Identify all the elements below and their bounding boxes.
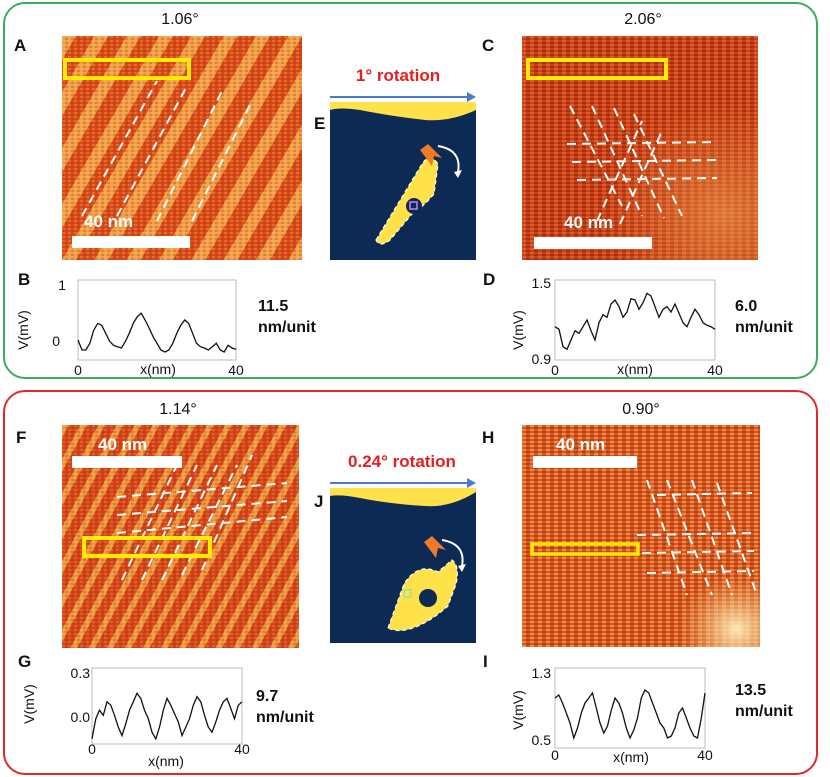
rotation-arrow-J bbox=[330, 482, 468, 484]
panel-label-G: G bbox=[18, 652, 32, 671]
angle-label-C: 2.06° bbox=[624, 11, 662, 28]
panel-label-A: A bbox=[14, 36, 27, 55]
highlight-box-A bbox=[63, 58, 191, 80]
stm-image-F: 40 nm bbox=[62, 425, 299, 648]
device-image-E bbox=[330, 102, 476, 260]
scale-bar-label-C: 40 nm bbox=[564, 213, 614, 232]
rotation-arrow-E bbox=[330, 96, 468, 98]
scale-bar-A bbox=[72, 236, 190, 248]
panel-label-H: H bbox=[482, 428, 495, 447]
x-tick-right-B: 40 bbox=[228, 362, 244, 378]
profile-line-G bbox=[91, 692, 243, 741]
stm-image-C-svg bbox=[522, 36, 758, 260]
y-axis-label-I: V(mV) bbox=[510, 690, 526, 730]
scale-bar-label-F: 40 nm bbox=[98, 435, 148, 454]
line-profile-D: 1.5 0.9 0 40 x(nm) V(mV) bbox=[483, 270, 728, 380]
device-image-J bbox=[330, 488, 476, 643]
panel-label-D: D bbox=[483, 270, 496, 289]
plot-frame-I bbox=[554, 667, 706, 749]
period-unit-I: nm/unit bbox=[735, 703, 793, 720]
period-D: 6.0 nm/unit bbox=[735, 296, 793, 338]
panel-label-C: C bbox=[482, 36, 495, 55]
top-frame bbox=[3, 2, 818, 379]
period-B: 11.5 nm/unit bbox=[258, 296, 316, 338]
device-image-J-svg bbox=[330, 488, 476, 643]
rotate-arrow-icon-E bbox=[437, 145, 460, 173]
rotation-label-J: 0.24° rotation bbox=[348, 452, 456, 471]
highlight-box-C bbox=[526, 58, 668, 80]
line-profile-B: 1 0 0 40 x(nm) V(mV) bbox=[18, 270, 258, 380]
x-tick-left-D: 0 bbox=[551, 362, 559, 378]
panel-label-B: B bbox=[18, 270, 31, 289]
stm-image-C: 40 nm bbox=[522, 36, 758, 260]
y-axis-label-D: V(mV) bbox=[510, 310, 526, 350]
period-I: 13.5 nm/unit bbox=[735, 680, 793, 722]
bottom-frame bbox=[3, 390, 818, 775]
x-tick-left-B: 0 bbox=[74, 362, 82, 378]
plot-frame-D bbox=[554, 279, 716, 361]
period-value-I: 13.5 bbox=[735, 682, 767, 699]
y-tick-top-D: 1.5 bbox=[532, 275, 552, 291]
plot-frame-B bbox=[77, 279, 237, 361]
period-unit-B: nm/unit bbox=[258, 319, 316, 336]
angle-label-F: 1.14° bbox=[159, 401, 197, 418]
line-profile-I: 1.3 0.5 0 40 x(nm) V(mV) bbox=[483, 660, 728, 772]
y-tick-bottom-I: 0.5 bbox=[532, 732, 552, 748]
y-axis-label-B: V(mV) bbox=[18, 310, 31, 350]
scale-bar-label-A: 40 nm bbox=[84, 212, 134, 231]
scale-bar-H bbox=[533, 456, 637, 468]
rotate-arrow-icon-J bbox=[441, 539, 464, 567]
y-tick-bottom-B: 0 bbox=[52, 333, 60, 349]
y-tick-bottom-G: 0.0 bbox=[71, 709, 91, 725]
x-tick-left-G: 0 bbox=[88, 741, 96, 757]
line-profile-G: 0.3 0.0 0 40 x(nm) V(mV) bbox=[18, 660, 250, 772]
scale-bar-F bbox=[72, 456, 182, 468]
highlight-box-F bbox=[82, 536, 212, 558]
x-axis-label-B: x(nm) bbox=[140, 361, 176, 377]
profile-line-I bbox=[554, 688, 706, 741]
angle-label-A: 1.06° bbox=[161, 11, 199, 28]
stm-image-A-svg bbox=[62, 36, 302, 260]
plot-frame-G bbox=[91, 667, 243, 745]
profile-line-B bbox=[77, 312, 237, 353]
scale-bar-C bbox=[534, 237, 652, 249]
y-tick-top-I: 1.3 bbox=[532, 665, 552, 681]
period-value-D: 6.0 bbox=[735, 298, 758, 315]
pointer-arrow-icon-E bbox=[420, 144, 442, 166]
x-axis-label-D: x(nm) bbox=[617, 361, 653, 377]
panel-label-I: I bbox=[483, 652, 488, 671]
stm-image-A: 40 nm bbox=[62, 36, 302, 260]
x-tick-right-D: 40 bbox=[707, 362, 723, 378]
stm-image-H-svg bbox=[522, 425, 760, 647]
panel-label-J: J bbox=[314, 492, 324, 511]
y-axis-label-G: V(mV) bbox=[21, 684, 37, 724]
x-tick-left-I: 0 bbox=[551, 747, 559, 763]
panel-label-F: F bbox=[16, 428, 27, 447]
period-value-B: 11.5 bbox=[258, 298, 289, 315]
stm-image-H: 40 nm bbox=[522, 425, 760, 647]
x-tick-right-I: 40 bbox=[697, 747, 713, 763]
y-tick-bottom-D: 0.9 bbox=[532, 351, 552, 367]
pointer-arrow-icon-J bbox=[424, 536, 446, 558]
rotation-label-E: 1° rotation bbox=[355, 66, 441, 85]
period-G: 9.7 nm/unit bbox=[256, 686, 314, 728]
rotation-arrowhead-E bbox=[467, 92, 476, 102]
x-axis-label-I: x(nm) bbox=[613, 749, 649, 765]
period-value-G: 9.7 bbox=[256, 688, 279, 705]
angle-label-H: 0.90° bbox=[622, 401, 660, 418]
x-tick-right-G: 40 bbox=[234, 741, 250, 757]
period-unit-D: nm/unit bbox=[735, 319, 793, 336]
period-unit-G: nm/unit bbox=[256, 709, 314, 726]
x-axis-label-G: x(nm) bbox=[148, 753, 184, 769]
device-image-E-svg bbox=[330, 102, 476, 260]
y-tick-top-B: 1 bbox=[58, 277, 66, 293]
profile-line-D bbox=[554, 292, 716, 351]
y-tick-top-G: 0.3 bbox=[71, 665, 91, 681]
rotation-arrowhead-J bbox=[467, 478, 476, 488]
scale-bar-label-H: 40 nm bbox=[556, 435, 606, 454]
panel-label-E: E bbox=[314, 114, 326, 133]
stm-image-F-svg bbox=[62, 425, 299, 648]
highlight-box-H bbox=[530, 542, 640, 556]
